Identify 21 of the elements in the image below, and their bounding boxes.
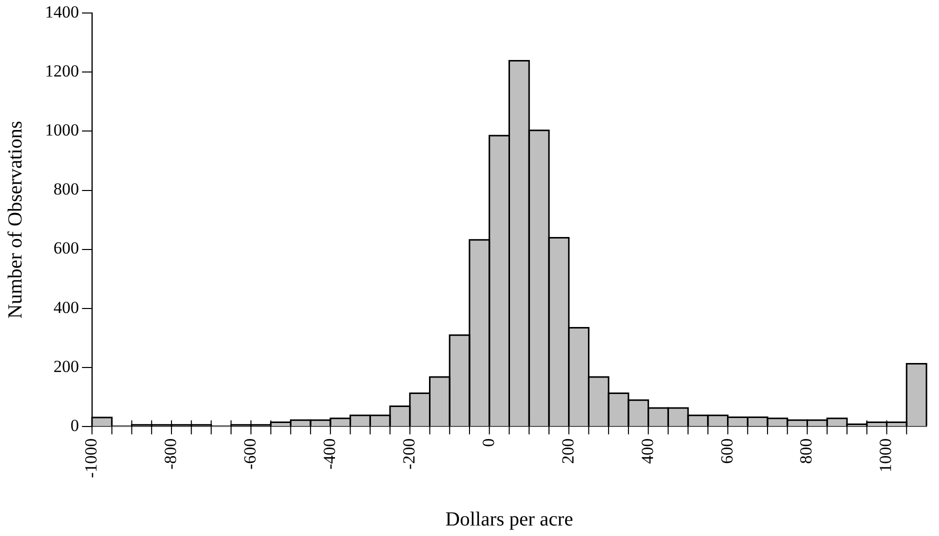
- y-tick-label: 0: [70, 416, 79, 435]
- x-tick-label: 1000: [876, 438, 896, 472]
- x-tick-label: -1000: [81, 438, 100, 478]
- x-tick-label: -600: [240, 438, 260, 470]
- y-tick-label: 600: [54, 238, 79, 258]
- x-tick-label: -800: [160, 438, 180, 470]
- y-tick-label: 200: [54, 356, 79, 376]
- y-tick-label: 1400: [45, 2, 79, 22]
- y-tick-label: 1000: [45, 120, 79, 140]
- x-tick-label: 800: [796, 438, 816, 464]
- y-tick-label: 800: [54, 180, 79, 199]
- x-axis-title: Dollars per acre: [445, 508, 574, 530]
- x-tick-label: 0: [478, 438, 498, 447]
- x-tick-label: 200: [558, 438, 578, 464]
- x-tick-label: -200: [399, 438, 418, 470]
- x-tick-label: 400: [638, 438, 657, 464]
- x-tick-label: 600: [717, 438, 736, 464]
- y-tick-label: 400: [54, 298, 79, 317]
- y-tick-label: 1200: [45, 62, 79, 81]
- y-axis-title: Number of Observations: [4, 120, 26, 319]
- x-tick-label: -400: [320, 438, 339, 470]
